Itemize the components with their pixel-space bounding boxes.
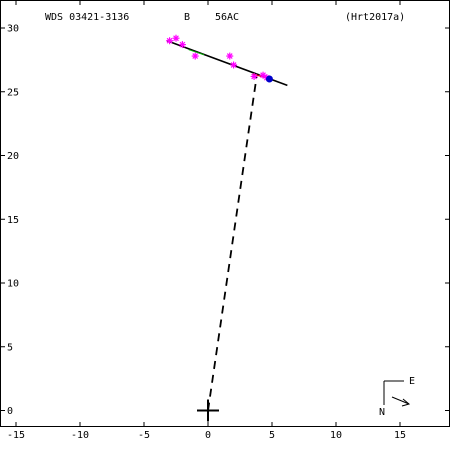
observation-stroke [230,62,237,68]
motion-arrow-icon [401,398,411,407]
chart-lines [166,39,288,411]
east-label: E [409,376,415,387]
x-tick-label: 5 [269,430,275,441]
dashed-separation-line [207,76,258,411]
motion-arrow-shaft [391,396,410,405]
observation-point [178,41,186,49]
observation-stroke [251,73,257,80]
x-tick-label: -10 [71,430,89,441]
x-tick-label: -15 [7,430,25,441]
observation-stroke [226,53,233,59]
x-tick-label: 15 [394,430,406,441]
observation-point [191,52,199,60]
plot-frame [0,0,450,427]
north-label: N [379,407,385,418]
y-tick-label: 15 [7,215,19,226]
y-tick-label: 10 [7,279,19,290]
observation-stroke [260,72,266,79]
observation-stroke [192,53,199,59]
observation-point [166,37,174,45]
observation-stroke [166,37,173,44]
orientation-indicator: E N [379,376,415,418]
observation-point [259,71,267,79]
reference-label: (Hrt2017a) [345,12,405,23]
pair-label: 56AC [215,12,239,23]
y-tick-label: 30 [7,24,19,35]
axes: -15 -10 -5 0 5 10 15 0 5 10 15 20 25 30 [1,1,449,441]
observation-point [250,72,258,80]
observation-point [172,34,180,42]
wds-id-label: WDS 03421-3136 [45,12,129,23]
observation-point [226,52,234,60]
y-tick-label: 5 [7,342,13,353]
y-tick-label: 0 [7,406,13,417]
x-tick-label: -5 [138,430,150,441]
x-tick-label: 0 [205,430,211,441]
y-tick-label: 25 [7,87,19,98]
chart-marks [166,34,273,422]
latest-position-point [265,75,273,83]
observation-stroke [173,35,179,42]
component-label: B [184,12,190,23]
y-tick-label: 20 [7,151,19,162]
observation-point [230,61,238,69]
orbit-accent-green [188,49,205,56]
observation-stroke [179,41,186,48]
x-tick-label: 10 [330,430,342,441]
